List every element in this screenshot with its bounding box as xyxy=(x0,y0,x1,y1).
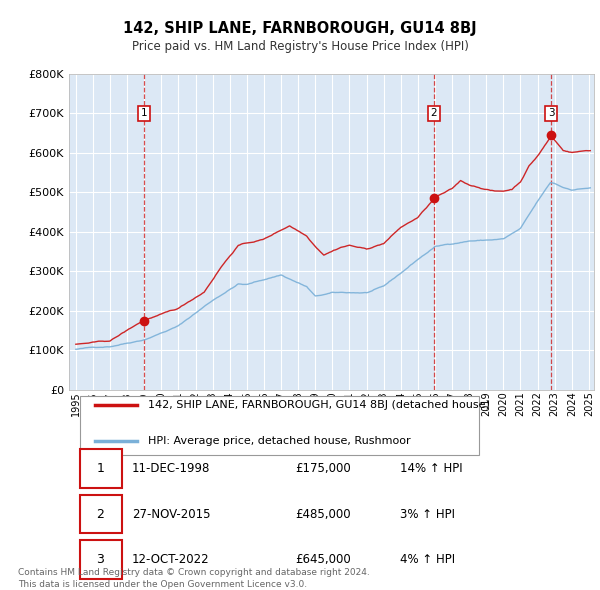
FancyBboxPatch shape xyxy=(79,540,121,579)
FancyBboxPatch shape xyxy=(79,395,479,455)
FancyBboxPatch shape xyxy=(79,450,121,488)
Text: 3% ↑ HPI: 3% ↑ HPI xyxy=(400,507,455,520)
Text: £175,000: £175,000 xyxy=(295,462,350,475)
Text: Contains HM Land Registry data © Crown copyright and database right 2024.
This d: Contains HM Land Registry data © Crown c… xyxy=(18,568,370,589)
Text: 142, SHIP LANE, FARNBOROUGH, GU14 8BJ: 142, SHIP LANE, FARNBOROUGH, GU14 8BJ xyxy=(123,21,477,35)
Text: HPI: Average price, detached house, Rushmoor: HPI: Average price, detached house, Rush… xyxy=(148,436,410,446)
Text: 2: 2 xyxy=(430,108,437,118)
Text: 14% ↑ HPI: 14% ↑ HPI xyxy=(400,462,463,475)
Text: 4% ↑ HPI: 4% ↑ HPI xyxy=(400,553,455,566)
Text: 12-OCT-2022: 12-OCT-2022 xyxy=(132,553,209,566)
Text: 3: 3 xyxy=(548,108,554,118)
Text: £645,000: £645,000 xyxy=(295,553,350,566)
Text: 11-DEC-1998: 11-DEC-1998 xyxy=(132,462,211,475)
Text: 1: 1 xyxy=(97,462,104,475)
Text: 1: 1 xyxy=(141,108,148,118)
Text: 27-NOV-2015: 27-NOV-2015 xyxy=(132,507,211,520)
Text: 2: 2 xyxy=(97,507,104,520)
Text: Price paid vs. HM Land Registry's House Price Index (HPI): Price paid vs. HM Land Registry's House … xyxy=(131,40,469,53)
Text: 142, SHIP LANE, FARNBOROUGH, GU14 8BJ (detached house): 142, SHIP LANE, FARNBOROUGH, GU14 8BJ (d… xyxy=(148,401,490,411)
Text: £485,000: £485,000 xyxy=(295,507,350,520)
FancyBboxPatch shape xyxy=(79,495,121,533)
Text: 3: 3 xyxy=(97,553,104,566)
